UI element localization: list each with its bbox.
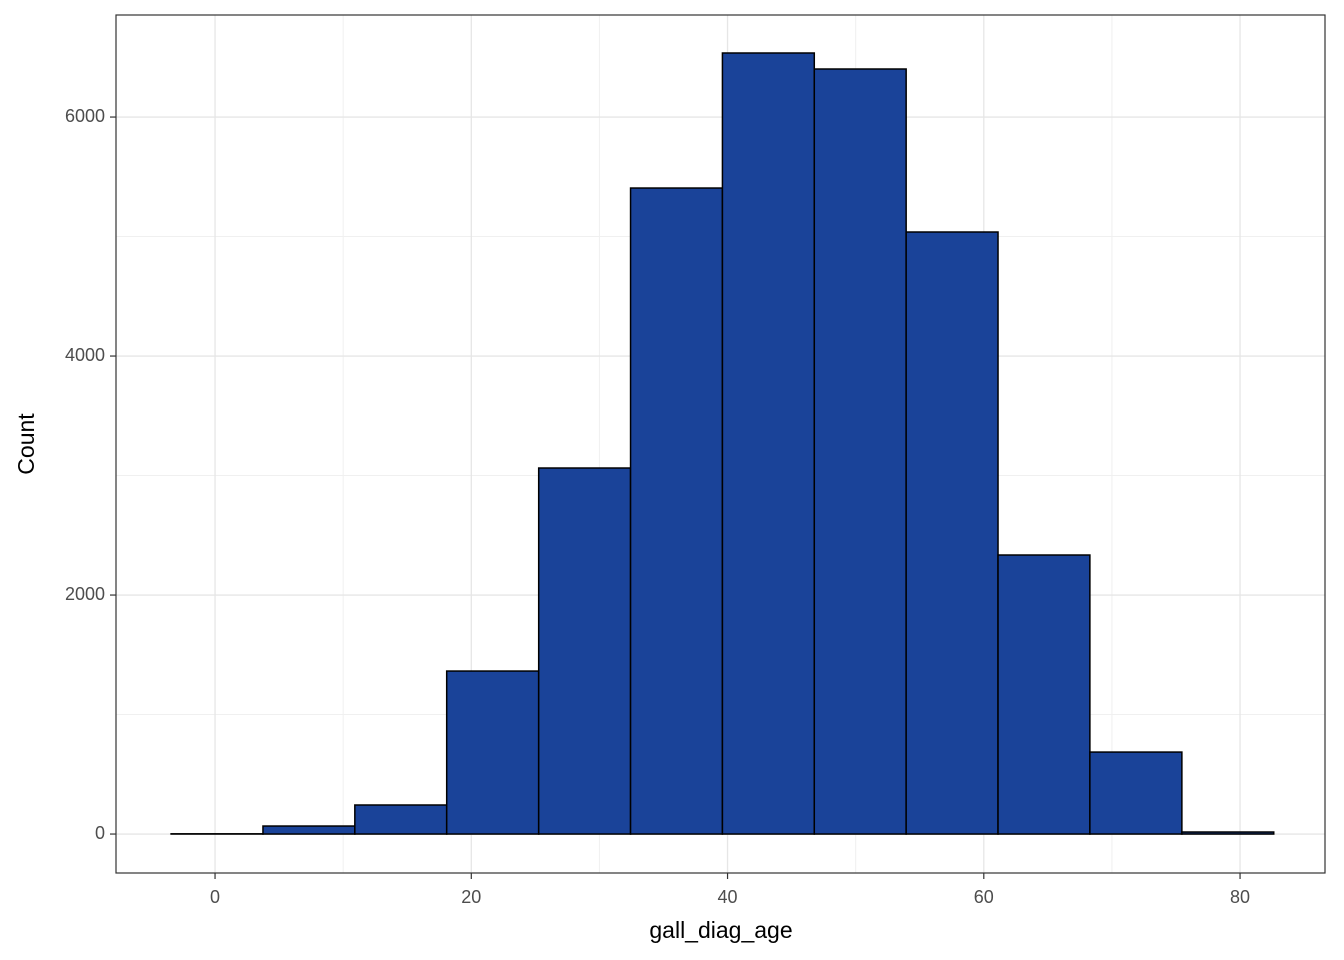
- bar: [354, 804, 448, 835]
- bar: [1181, 831, 1275, 835]
- bar: [721, 52, 816, 835]
- x-tick-label: 40: [718, 887, 738, 907]
- x-tick-label: 60: [974, 887, 994, 907]
- bar: [1089, 751, 1183, 835]
- bar: [997, 554, 1091, 835]
- bar: [445, 670, 540, 835]
- y-axis-title: Count: [13, 413, 39, 475]
- bar: [537, 467, 632, 835]
- y-tick-label: 0: [95, 823, 105, 843]
- bar: [262, 825, 356, 835]
- bar: [905, 231, 999, 835]
- bars: [170, 52, 1275, 835]
- x-tick-label: 80: [1230, 887, 1250, 907]
- bar: [629, 187, 724, 835]
- y-tick-label: 4000: [65, 345, 105, 365]
- x-tick-label: 20: [461, 887, 481, 907]
- y-tick-label: 2000: [65, 584, 105, 604]
- x-tick-label: 0: [210, 887, 220, 907]
- x-axis-title: gall_diag_age: [649, 917, 792, 943]
- bar: [813, 68, 907, 835]
- y-tick-label: 6000: [65, 106, 105, 126]
- panel-border: [115, 14, 1326, 874]
